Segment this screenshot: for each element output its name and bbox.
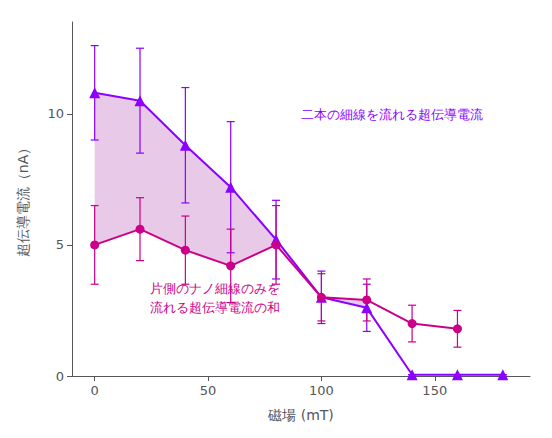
svg-text:150: 150: [422, 383, 447, 398]
svg-text:50: 50: [200, 383, 217, 398]
svg-text:二本の細線を流れる超伝導電流: 二本の細線を流れる超伝導電流: [301, 107, 483, 122]
svg-text:5: 5: [56, 237, 64, 252]
svg-text:0: 0: [91, 383, 99, 398]
svg-text:10: 10: [47, 106, 64, 121]
svg-text:片側のナノ細線のみを: 片側のナノ細線のみを: [150, 281, 280, 296]
svg-text:磁場 (mT): 磁場 (mT): [267, 407, 334, 423]
svg-text:流れる超伝導電流の和: 流れる超伝導電流の和: [150, 300, 280, 315]
svg-text:超伝導電流（nA）: 超伝導電流（nA）: [15, 141, 31, 257]
svg-text:100: 100: [309, 383, 334, 398]
svg-text:0: 0: [56, 369, 64, 384]
